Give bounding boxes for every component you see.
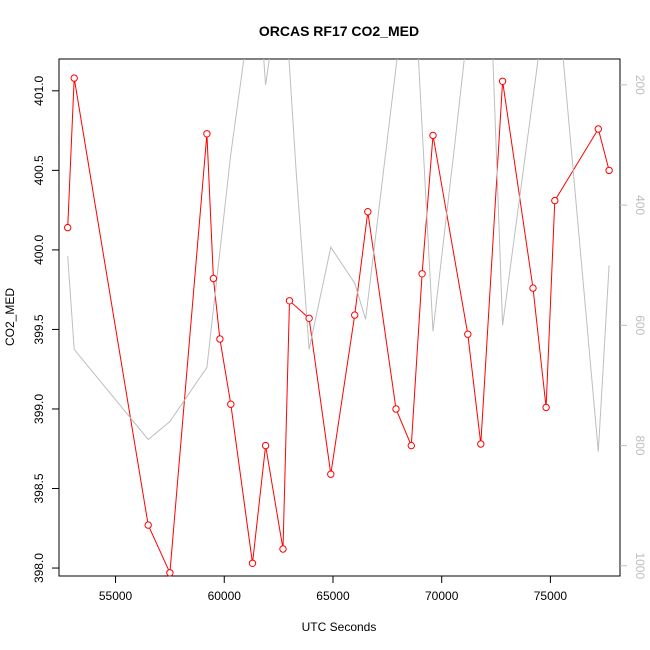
data-point	[605, 166, 613, 175]
data-point	[70, 74, 78, 82]
data-point	[429, 131, 437, 140]
data-point	[594, 125, 602, 133]
y-tick-label: 400.5	[32, 155, 46, 185]
data-point	[418, 270, 426, 278]
y2-tick-label: 800	[633, 436, 647, 456]
y-tick-label: 399.0	[32, 394, 46, 424]
data-point	[216, 335, 224, 343]
chart-title: ORCAS RF17 CO2_MED	[259, 23, 419, 39]
data-point	[227, 400, 235, 408]
data-point	[209, 274, 218, 283]
data-point	[529, 284, 537, 292]
x-tick-label: 65000	[316, 589, 350, 603]
data-point	[327, 470, 335, 478]
data-point	[166, 569, 174, 577]
x-tick-label: 75000	[534, 589, 568, 603]
y-tick-label: 398.5	[32, 473, 46, 503]
y-tick-label: 398.0	[32, 553, 46, 583]
x-axis-label: UTC Seconds	[302, 620, 377, 634]
y-tick-label: 400.0	[32, 235, 46, 265]
y2-tick-label: 200	[633, 75, 647, 95]
data-point	[261, 441, 270, 450]
data-point	[144, 521, 152, 529]
y2-tick-label: 400	[633, 195, 647, 215]
data-point	[464, 330, 472, 338]
series-line	[67, 78, 610, 575]
data-point	[279, 545, 287, 553]
data-point	[203, 130, 211, 138]
data-point	[305, 314, 313, 322]
plot-area	[58, 58, 621, 577]
y-tick-label: 401.0	[32, 75, 46, 105]
data-point	[477, 440, 485, 448]
y2-tick-label: 600	[633, 315, 647, 335]
data-point	[64, 223, 72, 232]
data-point	[551, 196, 559, 205]
data-point	[364, 208, 372, 216]
secondary-series-line	[67, 59, 610, 452]
data-point	[285, 297, 294, 305]
x-tick-label: 55000	[99, 589, 133, 603]
data-point	[542, 403, 550, 412]
x-tick-label: 60000	[208, 589, 242, 603]
secondary-y-axis: 200 400 600 800 1000	[620, 75, 647, 579]
data-point	[351, 311, 359, 319]
data-point	[248, 559, 257, 567]
data-point	[498, 77, 507, 86]
y-axis-label: CO2_MED	[3, 288, 17, 346]
x-tick-label: 70000	[425, 589, 459, 603]
x-axis: 55000 60000 65000 70000 75000	[99, 576, 568, 603]
y-tick-label: 399.5	[32, 314, 46, 344]
data-point	[392, 405, 400, 413]
y-axis: 398.0 398.5 399.0 399.5 400.0 400.5 401.0	[32, 75, 59, 583]
y2-tick-label: 1000	[633, 552, 647, 579]
data-point	[407, 441, 415, 450]
